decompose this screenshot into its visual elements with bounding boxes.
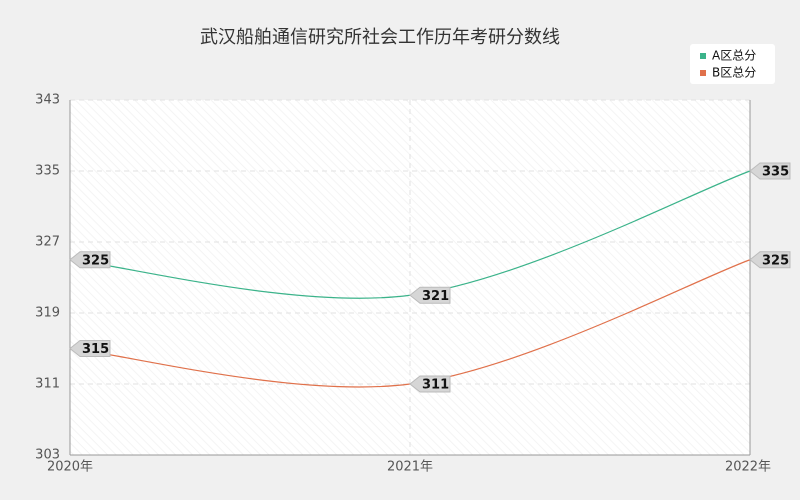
- y-tick-label: 303: [35, 448, 60, 463]
- data-label-box: [409, 286, 451, 304]
- data-label: 321: [422, 289, 449, 304]
- data-label: 325: [762, 253, 789, 268]
- data-label-box: [69, 340, 111, 357]
- plot-area: [70, 100, 750, 455]
- data-label: 335: [762, 165, 789, 180]
- data-label-box: [69, 251, 111, 269]
- x-tick-label: 2022年: [725, 460, 771, 475]
- legend-label: A区总分: [712, 49, 756, 63]
- y-tick-label: 335: [35, 164, 60, 179]
- y-tick-label: 311: [35, 377, 60, 392]
- legend-swatch: [700, 70, 706, 76]
- y-tick-label: 343: [35, 93, 60, 108]
- y-tick-label: 319: [35, 306, 60, 321]
- x-tick-label: 2021年: [387, 460, 433, 475]
- data-label: 315: [82, 342, 109, 357]
- chart-title: 武汉船舶通信研究所社会工作历年考研分数线: [200, 27, 560, 48]
- data-label-box: [749, 162, 791, 180]
- x-tick-label: 2020年: [47, 460, 93, 475]
- legend-box: [690, 44, 775, 84]
- data-label-box: [749, 251, 791, 269]
- data-label-box: [409, 375, 451, 393]
- legend-swatch: [700, 53, 706, 59]
- legend-label: B区总分: [712, 66, 756, 80]
- data-label: 311: [422, 378, 449, 393]
- data-label: 325: [82, 253, 109, 268]
- y-tick-label: 327: [35, 235, 60, 250]
